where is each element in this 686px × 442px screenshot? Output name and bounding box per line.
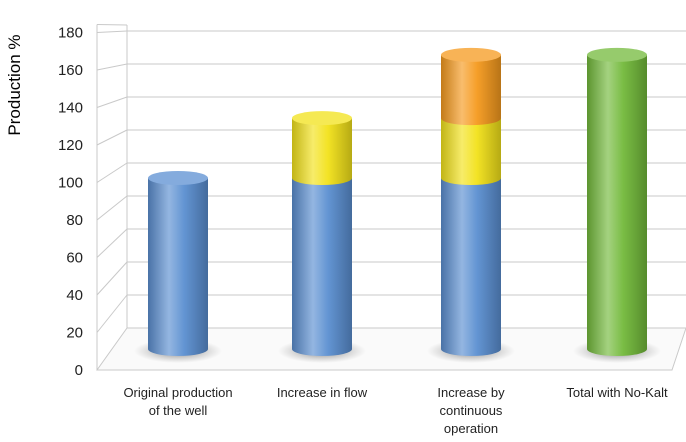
x-category-label: Original production bbox=[123, 385, 232, 400]
y-axis-label: Production % bbox=[5, 34, 24, 135]
bar-top bbox=[441, 47, 501, 62]
y-tick-label: 40 bbox=[66, 287, 83, 304]
x-category-label: Increase in flow bbox=[277, 385, 368, 400]
bar-column bbox=[427, 47, 515, 363]
bar-column bbox=[134, 171, 222, 363]
y-tick-label: 180 bbox=[58, 25, 83, 42]
x-category-label: operation bbox=[444, 421, 498, 436]
x-axis-labels: Original production of the well Increase i… bbox=[123, 385, 668, 436]
y-axis: 0 20 40 60 80 100 120 140 160 180 bbox=[58, 25, 83, 380]
gridline-side bbox=[96, 63, 128, 71]
y-tick-label: 140 bbox=[58, 100, 83, 117]
y-tick-label: 80 bbox=[66, 212, 83, 229]
bars bbox=[134, 47, 661, 363]
gridline-side bbox=[96, 30, 128, 33]
gridline-side bbox=[96, 96, 128, 108]
bar-top bbox=[148, 171, 208, 185]
chart-floor bbox=[96, 327, 686, 371]
gridline-side bbox=[96, 294, 128, 333]
bar-top bbox=[587, 47, 647, 62]
bar-segment bbox=[587, 54, 647, 356]
y-tick-label: 60 bbox=[66, 250, 83, 267]
bar-segment bbox=[292, 178, 352, 356]
bar-segment bbox=[441, 118, 501, 185]
x-category-label: of the well bbox=[149, 403, 208, 418]
y-tick-label: 160 bbox=[58, 62, 83, 79]
bar-segment bbox=[441, 178, 501, 356]
bar-top bbox=[292, 111, 352, 126]
y-tick-label: 100 bbox=[58, 175, 83, 192]
gridline-side bbox=[96, 195, 128, 221]
y-tick-label: 0 bbox=[75, 362, 83, 379]
bar-column bbox=[573, 47, 661, 363]
x-category-label: Total with No-Kalt bbox=[566, 385, 668, 400]
grid bbox=[96, 24, 686, 371]
gridline-side bbox=[96, 228, 128, 258]
gridline-side bbox=[96, 261, 128, 296]
x-category-label: Increase by bbox=[437, 385, 505, 400]
bar-segment bbox=[441, 54, 501, 126]
bar-segment bbox=[148, 178, 208, 356]
y-tick-label: 20 bbox=[66, 325, 83, 342]
x-category-label: continuous bbox=[440, 403, 503, 418]
gridline-side bbox=[96, 129, 128, 146]
y-tick-label: 120 bbox=[58, 137, 83, 154]
gridline-side bbox=[96, 162, 128, 183]
bar-column bbox=[278, 111, 366, 363]
top-wall-edge bbox=[96, 24, 128, 26]
bar-segment bbox=[292, 118, 352, 185]
